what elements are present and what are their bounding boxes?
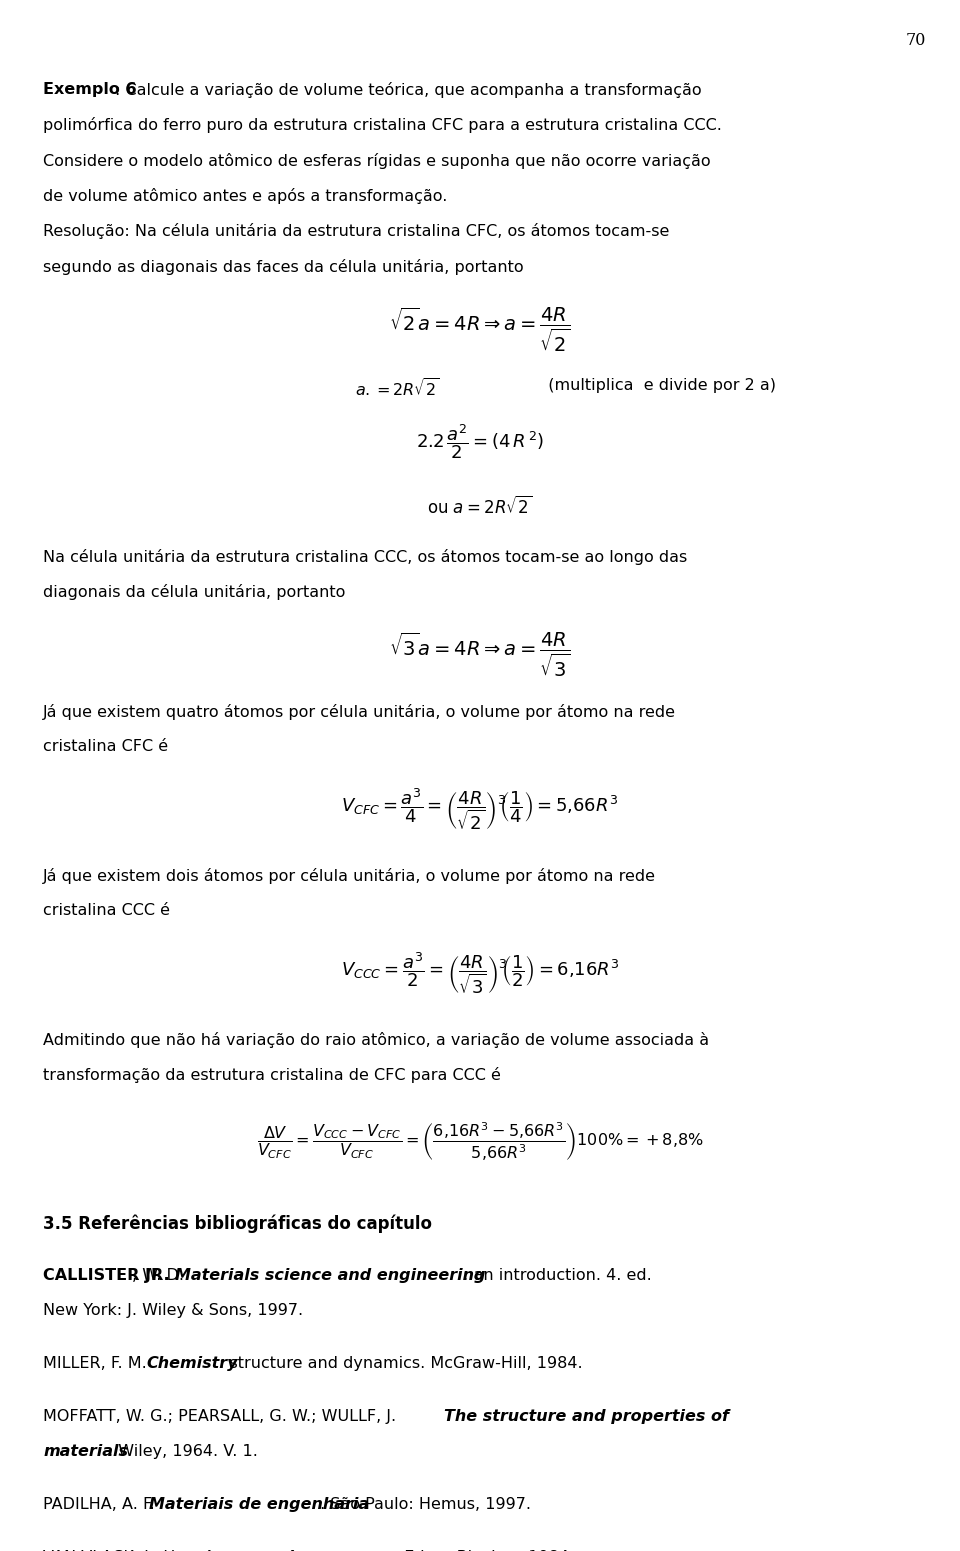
Text: $a.=2R\sqrt{2}$: $a.=2R\sqrt{2}$ [355,378,440,400]
Text: $\sqrt{3}a = 4R \Rightarrow a = \dfrac{4R}{\sqrt{3}}$: $\sqrt{3}a = 4R \Rightarrow a = \dfrac{4… [390,631,570,679]
Text: Já que existem quatro átomos por célula unitária, o volume por átomo na rede: Já que existem quatro átomos por célula … [43,704,676,720]
Text: New York: J. Wiley & Sons, 1997.: New York: J. Wiley & Sons, 1997. [43,1303,303,1318]
Text: Chemistry: Chemistry [147,1356,238,1371]
Text: , W. D.: , W. D. [132,1267,190,1283]
Text: (multiplica  e divide por 2 a): (multiplica e divide por 2 a) [538,378,776,394]
Text: $V_{CCC} = \dfrac{a^3}{2} = \left(\dfrac{4R}{\sqrt{3}}\right)^3\!\!\left(\dfrac{: $V_{CCC} = \dfrac{a^3}{2} = \left(\dfrac… [341,949,619,996]
Text: cristalina CCC é: cristalina CCC é [43,903,170,918]
Text: diagonais da célula unitária, portanto: diagonais da célula unitária, portanto [43,585,346,600]
Text: 3.5 Referências bibliográficas do capítulo: 3.5 Referências bibliográficas do capítu… [43,1214,432,1233]
Text: Admitindo que não há variação do raio atômico, a variação de volume associada à: Admitindo que não há variação do raio at… [43,1031,709,1048]
Text: : an introduction. 4. ed.: : an introduction. 4. ed. [463,1267,652,1283]
Text: PADILHA, A. F.: PADILHA, A. F. [43,1497,160,1512]
Text: segundo as diagonais das faces da célula unitária, portanto: segundo as diagonais das faces da célula… [43,259,524,275]
Text: MILLER, F. M.: MILLER, F. M. [43,1356,152,1371]
Text: Exemplo 6: Exemplo 6 [43,82,137,98]
Text: Resolução: Na célula unitária da estrutura cristalina CFC, os átomos tocam-se: Resolução: Na célula unitária da estrutu… [43,223,669,239]
Text: . Wiley, 1964. V. 1.: . Wiley, 1964. V. 1. [108,1444,258,1459]
Text: : structure and dynamics. McGraw-Hill, 1984.: : structure and dynamics. McGraw-Hill, 1… [219,1356,583,1371]
Text: Na célula unitária da estrutura cristalina CCC, os átomos tocam-se ao longo das: Na célula unitária da estrutura cristali… [43,549,687,565]
Text: The structure and properties of: The structure and properties of [444,1410,730,1424]
Text: cristalina CFC é: cristalina CFC é [43,740,168,754]
Text: MOFFATT, W. G.; PEARSALL, G. W.; WULLF, J.: MOFFATT, W. G.; PEARSALL, G. W.; WULLF, … [43,1410,401,1424]
Text: . São Paulo: Hemus, 1997.: . São Paulo: Hemus, 1997. [320,1497,531,1512]
Text: ou $a=2R\sqrt{2}$: ou $a=2R\sqrt{2}$ [427,496,533,518]
Text: Considere o modelo atômico de esferas rígidas e suponha que não ocorre variação: Considere o modelo atômico de esferas rí… [43,152,710,169]
Text: $\dfrac{\Delta V}{V_{CFC}} = \dfrac{V_{CCC} - V_{CFC}}{V_{CFC}} = \left(\dfrac{6: $\dfrac{\Delta V}{V_{CFC}} = \dfrac{V_{C… [256,1120,704,1163]
Text: polimórfica do ferro puro da estrutura cristalina CFC para a estrutura cristalin: polimórfica do ferro puro da estrutura c… [43,118,722,133]
Text: 70: 70 [906,31,926,48]
Text: materials: materials [43,1444,129,1459]
Text: de volume atômico antes e após a transformação.: de volume atômico antes e após a transfo… [43,188,447,205]
Text: : Calcule a variação de volume teórica, que acompanha a transformação: : Calcule a variação de volume teórica, … [115,82,702,98]
Text: transformação da estrutura cristalina de CFC para CCC é: transformação da estrutura cristalina de… [43,1067,501,1083]
Text: Materiais de engenharia: Materiais de engenharia [149,1497,369,1512]
Text: $V_{CFC} = \dfrac{a^3}{4} = \left(\dfrac{4R}{\sqrt{2}}\right)^3\!\!\left(\dfrac{: $V_{CFC} = \dfrac{a^3}{4} = \left(\dfrac… [342,786,618,831]
Text: Materials science and engineering: Materials science and engineering [175,1267,485,1283]
Text: $\sqrt{2}a = 4R \Rightarrow a = \dfrac{4R}{\sqrt{2}}$: $\sqrt{2}a = 4R \Rightarrow a = \dfrac{4… [390,306,570,354]
Text: Já que existem dois átomos por célula unitária, o volume por átomo na rede: Já que existem dois átomos por célula un… [43,869,657,884]
Text: $2.2\,\dfrac{a^2}{2} = \left(4\,R^{\,2}\right)$: $2.2\,\dfrac{a^2}{2} = \left(4\,R^{\,2}\… [416,422,544,461]
Text: CALLISTER JR.: CALLISTER JR. [43,1267,170,1283]
